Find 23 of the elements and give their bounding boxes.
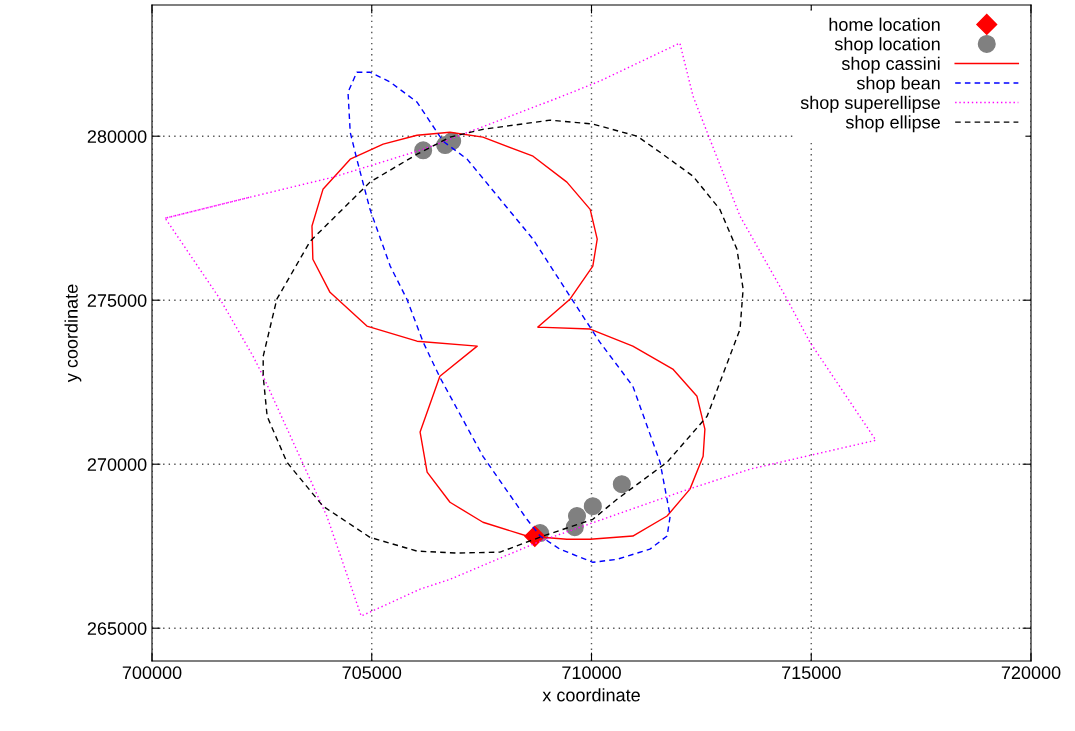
y-tick-label: 280000: [87, 130, 147, 143]
legend-label: shop superellipse: [800, 95, 940, 113]
point: [414, 141, 433, 160]
point: [567, 506, 587, 526]
x-tick-label: 715000: [782, 666, 841, 680]
line-series: [262, 119, 744, 554]
x-axis-title: x coordinate: [542, 688, 640, 702]
line-series: [347, 71, 671, 563]
y-tick-label: 270000: [87, 458, 147, 471]
x-tick-label: 720000: [1001, 666, 1061, 680]
x-tick-label: 700000: [122, 666, 182, 680]
legend-label: shop bean: [856, 76, 940, 94]
point: [612, 475, 631, 494]
legend-label: shop cassini: [841, 56, 940, 74]
legend-label: home location: [829, 17, 940, 31]
legend-label: shop location: [834, 37, 940, 55]
x-tick-label: 710000: [562, 666, 621, 680]
x-tick-label: 705000: [342, 666, 402, 680]
y-tick-label: 265000: [87, 622, 147, 635]
y-axis-title: y coordinate: [64, 284, 82, 383]
legend-label: shop ellipse: [845, 115, 940, 133]
y-tick-label: 275000: [87, 294, 147, 307]
point: [583, 497, 602, 516]
